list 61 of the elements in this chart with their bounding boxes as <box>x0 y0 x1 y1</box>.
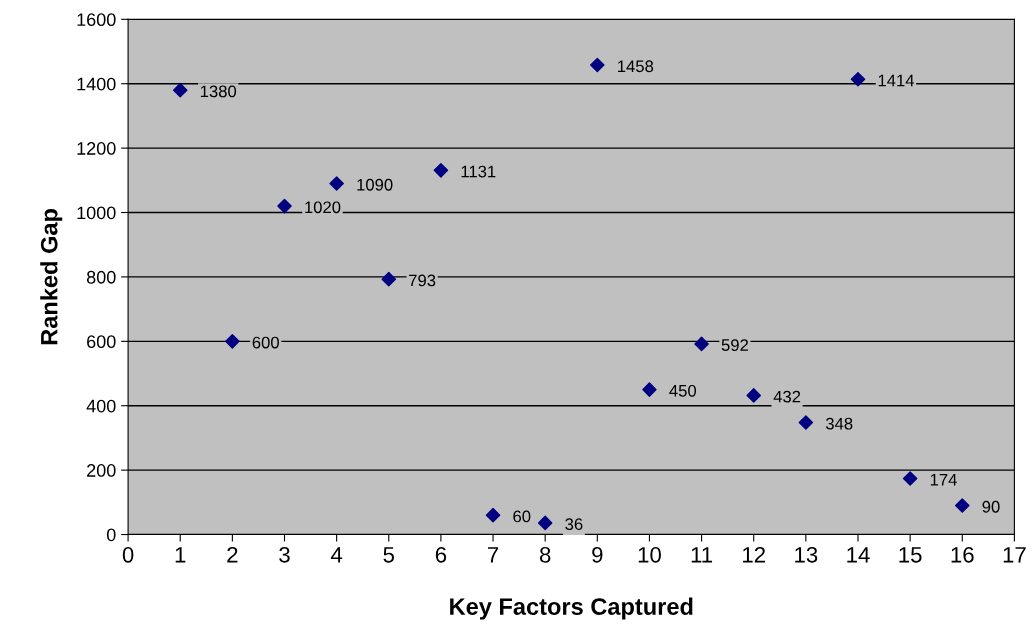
y-tick-label: 600 <box>87 335 116 349</box>
x-tick-label: 13 <box>795 546 818 563</box>
data-label: 432 <box>773 390 801 403</box>
x-tick-label: 10 <box>638 546 661 563</box>
point <box>954 498 970 513</box>
x-tick-label: 12 <box>743 546 765 563</box>
y-tick-label: 1200 <box>77 142 116 155</box>
data-label: 793 <box>409 274 436 287</box>
data-label: 450 <box>669 384 697 397</box>
data-label: 90 <box>982 500 1000 513</box>
y-tick-label: 400 <box>86 399 116 413</box>
data-label: 174 <box>930 473 957 486</box>
x-tick-label: 1 <box>175 547 186 563</box>
point <box>172 82 188 98</box>
data-label: 1458 <box>618 60 654 73</box>
point <box>537 515 553 531</box>
point <box>225 334 240 349</box>
data-label: 1380 <box>200 85 237 98</box>
point <box>902 471 918 486</box>
x-tick-label: 3 <box>279 546 290 563</box>
point <box>590 57 605 73</box>
y-tick-label: 1400 <box>77 77 116 91</box>
x-tick-label: 2 <box>227 546 238 563</box>
x-tick-label: 0 <box>122 546 134 563</box>
data-label: 60 <box>513 510 531 523</box>
x-tick-label: 8 <box>539 546 551 563</box>
data-label: 1020 <box>305 201 341 214</box>
y-tick-label: 800 <box>86 270 116 284</box>
x-tick-label: 15 <box>899 547 922 563</box>
data-label: 36 <box>565 518 583 531</box>
point <box>746 388 762 403</box>
x-tick-label: 5 <box>383 547 395 563</box>
x-tick-label: 4 <box>330 547 343 563</box>
point <box>433 163 449 178</box>
point <box>277 198 292 214</box>
point <box>485 507 501 523</box>
point <box>850 71 866 87</box>
x-tick-label: 11 <box>691 547 713 563</box>
y-tick-label: 1600 <box>77 13 116 27</box>
data-label: 1131 <box>461 165 496 178</box>
data-label: 1414 <box>878 74 915 87</box>
point <box>642 382 657 397</box>
y-tick-label: 200 <box>87 464 116 477</box>
point <box>329 176 344 191</box>
point <box>694 336 709 352</box>
x-tick-label: 16 <box>951 546 974 563</box>
data-label: 592 <box>721 339 748 351</box>
point <box>798 415 814 430</box>
y-axis-title: Ranked Gap <box>40 209 63 345</box>
x-tick-label: 9 <box>592 546 603 563</box>
x-tick-label: 17 <box>1003 547 1026 563</box>
data-label: 1090 <box>357 178 393 191</box>
y-tick-label: 1000 <box>77 206 116 220</box>
x-tick-label: 14 <box>847 547 870 563</box>
x-tick-label: 7 <box>488 547 499 563</box>
y-tick-label: 0 <box>106 528 116 542</box>
x-axis-title: Key Factors Captured <box>450 597 693 620</box>
data-label: 600 <box>252 336 279 349</box>
point <box>381 271 397 287</box>
data-label: 348 <box>825 417 853 430</box>
x-tick-label: 6 <box>435 546 447 563</box>
